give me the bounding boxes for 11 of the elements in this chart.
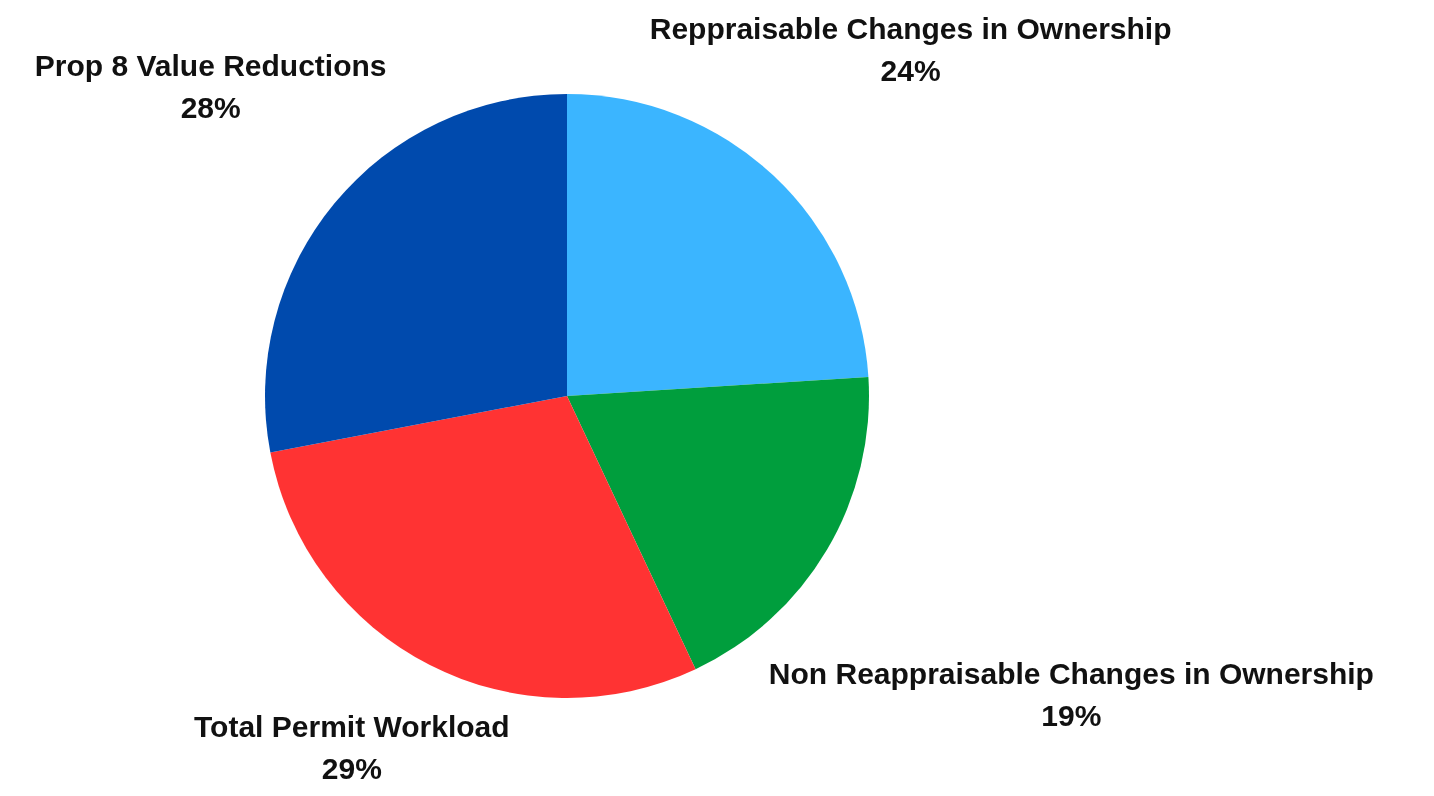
slice-label: Total Permit Workload — [194, 709, 510, 743]
pie-slice — [270, 396, 696, 698]
data-label: 24% — [880, 53, 941, 87]
data-label: 19% — [1041, 698, 1102, 732]
slice-label: Non Reappraisable Changes in Ownership — [768, 656, 1374, 690]
data-label: 29% — [321, 751, 382, 785]
data-label: 28% — [180, 90, 241, 124]
pie-slice — [265, 94, 567, 453]
slice-label: Prop 8 Value Reductions — [34, 48, 387, 82]
slice-label: Reppraisable Changes in Ownership — [649, 11, 1172, 45]
pie-slice — [567, 94, 869, 396]
